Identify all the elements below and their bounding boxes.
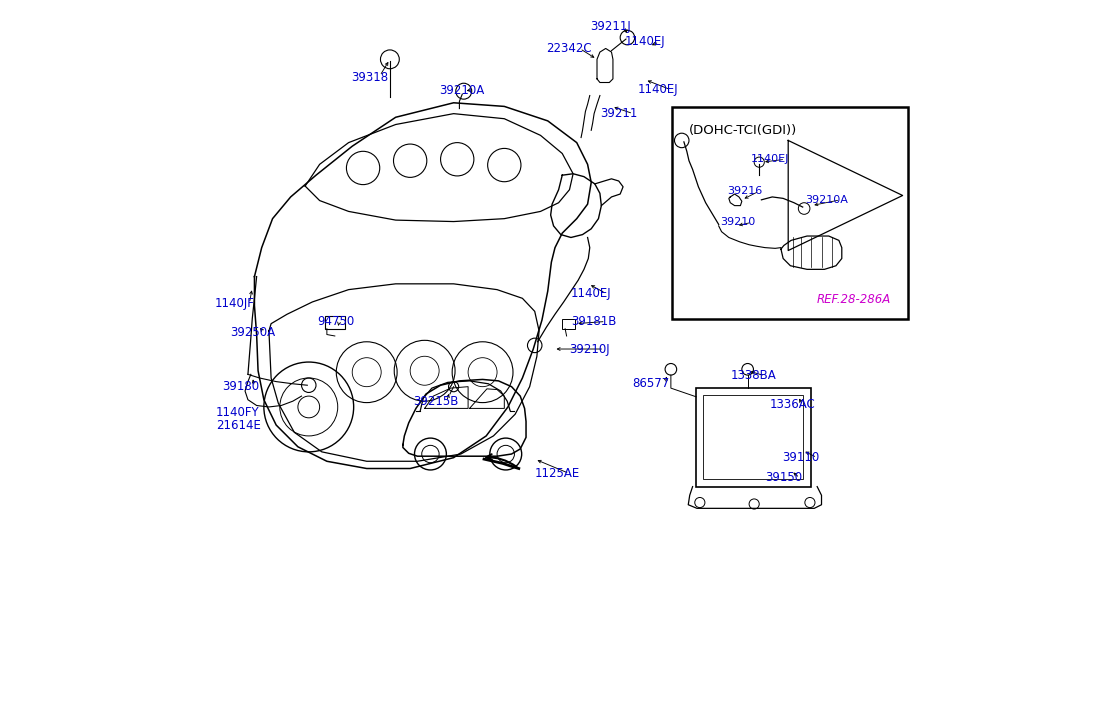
Text: 1140EJ: 1140EJ (750, 154, 789, 164)
Bar (704, 395, 804, 479)
Text: REF.28-286A: REF.28-286A (817, 293, 891, 306)
Bar (563, 318, 575, 329)
Text: 1140JF: 1140JF (214, 297, 254, 310)
Text: 39181B: 39181B (571, 315, 616, 328)
Text: 39210J: 39210J (569, 342, 611, 356)
Text: 94750: 94750 (317, 315, 355, 328)
Text: 39215B: 39215B (413, 395, 458, 409)
Text: 39150: 39150 (765, 471, 803, 484)
Text: 1140FY: 1140FY (216, 406, 260, 419)
Text: 39210: 39210 (720, 217, 756, 228)
Text: 39216: 39216 (727, 186, 763, 196)
Text: (DOHC-TCI(GDI)): (DOHC-TCI(GDI)) (689, 124, 797, 137)
Text: 21614E: 21614E (216, 419, 261, 432)
Text: 22342C: 22342C (546, 42, 592, 55)
Text: 39210A: 39210A (806, 195, 848, 205)
Text: 39250A: 39250A (231, 326, 275, 339)
Text: 39318: 39318 (351, 71, 387, 84)
Bar (696, 388, 810, 486)
Bar (325, 316, 345, 329)
Text: 39110: 39110 (783, 451, 819, 464)
Text: 1125AE: 1125AE (535, 467, 579, 480)
Text: 86577: 86577 (632, 377, 669, 390)
Text: 1140EJ: 1140EJ (571, 286, 612, 300)
Text: 39180: 39180 (222, 380, 259, 393)
Text: 1336AC: 1336AC (769, 398, 815, 411)
Text: 1140EJ: 1140EJ (637, 84, 678, 96)
Text: 39211J: 39211J (589, 20, 630, 33)
Text: 39210A: 39210A (440, 84, 484, 97)
Text: 39211: 39211 (599, 107, 637, 120)
Bar (673, 107, 908, 318)
Text: 1140EJ: 1140EJ (625, 36, 665, 49)
Text: 1338BA: 1338BA (730, 369, 776, 382)
